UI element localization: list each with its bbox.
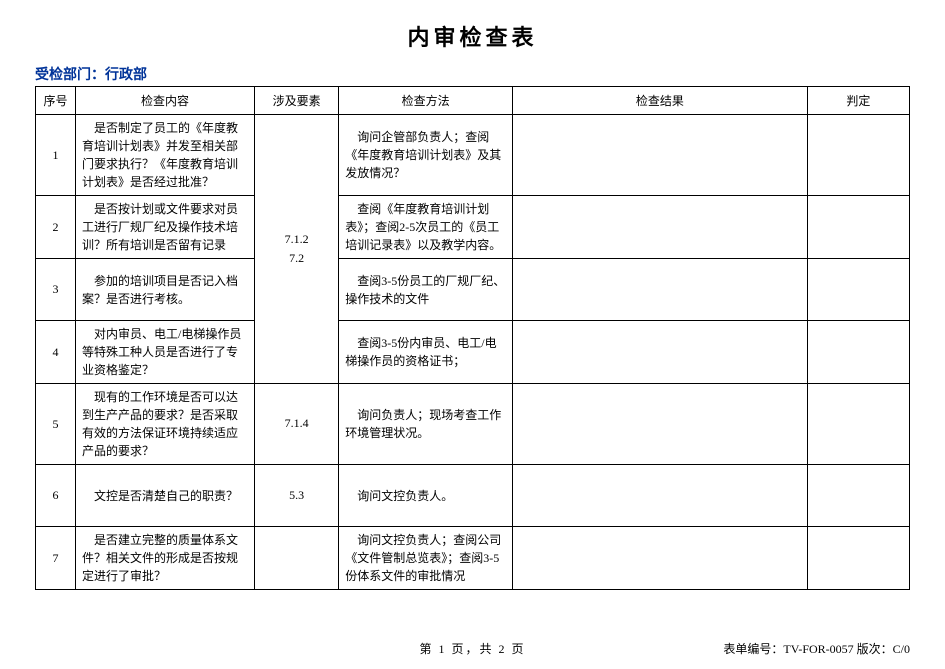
cell-method: 查阅《年度教育培训计划表》；查阅2-5次员工的《员工培训记录表》以及教学内容。 [339,196,513,259]
cell-content: 现有的工作环境是否可以达到生产产品的要求？是否采取有效的方法保证环境持续适应产品… [76,384,255,465]
cell-result [512,384,807,465]
cell-method: 询问文控负责人。 [339,465,513,527]
cell-judge [807,115,909,196]
table-row: 5 现有的工作环境是否可以达到生产产品的要求？是否采取有效的方法保证环境持续适应… [36,384,910,465]
cell-element [255,527,339,590]
cell-content: 是否按计划或文件要求对员工进行厂规厂纪及操作技术培训？所有培训是否留有记录 [76,196,255,259]
cell-no: 5 [36,384,76,465]
cell-method: 询问文控负责人；查阅公司《文件管制总览表》；查阅3-5份体系文件的审批情况 [339,527,513,590]
cell-no: 1 [36,115,76,196]
cell-method: 查阅3-5份员工的厂规厂纪、操作技术的文件 [339,259,513,321]
cell-judge [807,384,909,465]
element-value: 7.1.2 [261,230,332,249]
header-no: 序号 [36,87,76,115]
cell-judge [807,196,909,259]
table-row: 7 是否建立完整的质量体系文件？相关文件的形成是否按规定进行了审批？ 询问文控负… [36,527,910,590]
cell-result [512,115,807,196]
cell-judge [807,465,909,527]
cell-no: 4 [36,321,76,384]
cell-judge [807,259,909,321]
table-row: 2 是否按计划或文件要求对员工进行厂规厂纪及操作技术培训？所有培训是否留有记录 … [36,196,910,259]
cell-no: 7 [36,527,76,590]
cell-result [512,321,807,384]
header-row: 序号 检查内容 涉及要素 检查方法 检查结果 判定 [36,87,910,115]
header-element: 涉及要素 [255,87,339,115]
document-title: 内审检查表 [35,20,910,52]
cell-content: 参加的培训项目是否记入档案？是否进行考核。 [76,259,255,321]
cell-no: 3 [36,259,76,321]
cell-element: 5.3 [255,465,339,527]
table-row: 6 文控是否清楚自己的职责？ 5.3 询问文控负责人。 [36,465,910,527]
cell-method: 询问企管部负责人；查阅《年度教育培训计划表》及其发放情况？ [339,115,513,196]
cell-result [512,527,807,590]
cell-element-group1: 7.1.2 7.2 [255,115,339,384]
header-content: 检查内容 [76,87,255,115]
audit-checklist-table: 序号 检查内容 涉及要素 检查方法 检查结果 判定 1 是否制定了员工的《年度教… [35,86,910,590]
header-method: 检查方法 [339,87,513,115]
cell-judge [807,321,909,384]
table-row: 3 参加的培训项目是否记入档案？是否进行考核。 查阅3-5份员工的厂规厂纪、操作… [36,259,910,321]
footer: 第 1 页，共 2 页 表单编号：TV-FOR-0057 版次：C/0 [35,640,910,657]
cell-method: 查阅3-5份内审员、电工/电梯操作员的资格证书； [339,321,513,384]
cell-no: 2 [36,196,76,259]
cell-content: 是否制定了员工的《年度教育培训计划表》并发至相关部门要求执行？《年度教育培训计划… [76,115,255,196]
cell-judge [807,527,909,590]
form-number: 表单编号：TV-FOR-0057 版次：C/0 [723,640,910,657]
header-judge: 判定 [807,87,909,115]
header-result: 检查结果 [512,87,807,115]
cell-no: 6 [36,465,76,527]
table-row: 1 是否制定了员工的《年度教育培训计划表》并发至相关部门要求执行？《年度教育培训… [36,115,910,196]
cell-result [512,465,807,527]
department-label: 受检部门：行政部 [35,64,910,84]
cell-content: 是否建立完整的质量体系文件？相关文件的形成是否按规定进行了审批？ [76,527,255,590]
cell-result [512,259,807,321]
table-row: 4 对内审员、电工/电梯操作员等特殊工种人员是否进行了专业资格鉴定？ 查阅3-5… [36,321,910,384]
cell-content: 文控是否清楚自己的职责？ [76,465,255,527]
element-value: 7.2 [261,249,332,268]
cell-element: 7.1.4 [255,384,339,465]
cell-content: 对内审员、电工/电梯操作员等特殊工种人员是否进行了专业资格鉴定？ [76,321,255,384]
cell-method: 询问负责人；现场考查工作环境管理状况。 [339,384,513,465]
cell-result [512,196,807,259]
